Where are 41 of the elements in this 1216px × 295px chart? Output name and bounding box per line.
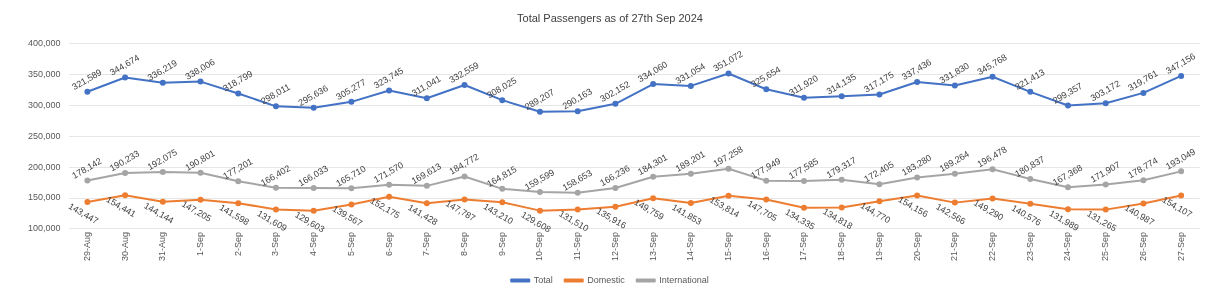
x-tick-label: 12-Sep <box>609 231 620 262</box>
x-tick-label: 9-Sep <box>496 231 507 257</box>
x-tick-label: 16-Sep <box>760 231 771 262</box>
x-tick-label: 26-Sep <box>1137 231 1148 262</box>
x-tick-label: 4-Sep <box>308 231 319 257</box>
x-tick-label: 11-Sep <box>572 231 583 261</box>
x-tick-label: 23-Sep <box>1024 231 1035 262</box>
x-tick-label: 14-Sep <box>685 231 696 262</box>
y-tick-label: 200,000 <box>27 161 61 172</box>
legend-label: International <box>659 274 709 285</box>
y-tick-label: 250,000 <box>27 130 61 141</box>
x-tick-label: 31-Aug <box>157 231 168 262</box>
chart-title: Total Passengers as of 27th Sep 2024 <box>517 11 703 24</box>
x-tick-label: 1-Sep <box>195 231 206 257</box>
x-tick-label: 6-Sep <box>383 231 394 257</box>
x-tick-label: 17-Sep <box>798 231 809 262</box>
x-tick-label: 8-Sep <box>459 231 470 257</box>
y-tick-label: 100,000 <box>27 223 61 234</box>
y-tick-label: 350,000 <box>27 68 61 79</box>
y-tick-label: 300,000 <box>27 99 61 110</box>
x-tick-label: 27-Sep <box>1175 231 1186 262</box>
x-tick-label: 18-Sep <box>836 231 847 262</box>
y-tick-label: 400,000 <box>27 37 61 48</box>
x-tick-label: 5-Sep <box>345 231 356 257</box>
x-tick-label: 24-Sep <box>1062 231 1073 262</box>
x-tick-label: 15-Sep <box>723 231 734 262</box>
x-tick-label: 13-Sep <box>647 231 658 262</box>
x-tick-label: 20-Sep <box>911 231 922 262</box>
x-tick-label: 30-Aug <box>119 231 130 262</box>
x-tick-label: 10-Sep <box>534 231 545 262</box>
x-tick-label: 2-Sep <box>232 231 243 257</box>
x-tick-label: 25-Sep <box>1100 231 1111 262</box>
x-tick-label: 7-Sep <box>421 231 432 257</box>
x-tick-label: 21-Sep <box>949 231 960 262</box>
legend-label: Domestic <box>587 274 626 285</box>
legend-label: Total <box>533 274 553 285</box>
x-tick-label: 29-Aug <box>81 231 92 262</box>
x-tick-label: 22-Sep <box>987 231 998 262</box>
y-tick-label: 150,000 <box>27 192 61 203</box>
x-tick-label: 3-Sep <box>270 231 281 257</box>
x-tick-label: 19-Sep <box>873 231 884 262</box>
